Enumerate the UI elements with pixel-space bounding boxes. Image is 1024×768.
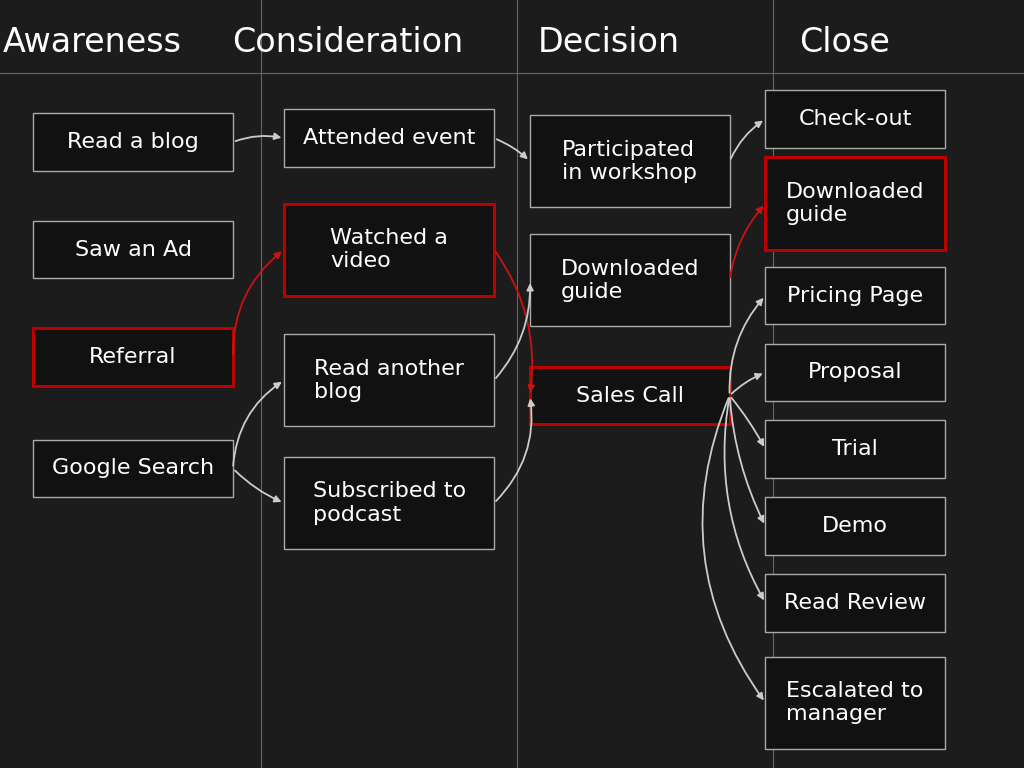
- FancyBboxPatch shape: [530, 234, 729, 326]
- Text: Attended event: Attended event: [303, 128, 475, 148]
- Text: Downloaded
guide: Downloaded guide: [560, 259, 699, 302]
- Text: Close: Close: [800, 26, 890, 58]
- FancyBboxPatch shape: [765, 498, 944, 554]
- FancyBboxPatch shape: [285, 204, 495, 296]
- Text: Proposal: Proposal: [808, 362, 902, 382]
- Text: Saw an Ad: Saw an Ad: [75, 240, 191, 260]
- Text: Read another
blog: Read another blog: [314, 359, 464, 402]
- Text: Escalated to
manager: Escalated to manager: [786, 681, 924, 724]
- Text: Sales Call: Sales Call: [575, 386, 684, 406]
- Text: Read a blog: Read a blog: [68, 132, 199, 152]
- FancyBboxPatch shape: [285, 457, 495, 549]
- Text: Awareness: Awareness: [3, 26, 181, 58]
- FancyBboxPatch shape: [33, 114, 233, 171]
- Text: Participated
in workshop: Participated in workshop: [562, 140, 697, 183]
- Text: Pricing Page: Pricing Page: [787, 286, 923, 306]
- Text: Trial: Trial: [833, 439, 878, 459]
- Text: Consideration: Consideration: [232, 26, 464, 58]
- Text: Read Review: Read Review: [784, 593, 926, 613]
- Text: Subscribed to
podcast: Subscribed to podcast: [312, 482, 466, 525]
- Text: Watched a
video: Watched a video: [330, 228, 449, 271]
- FancyBboxPatch shape: [765, 344, 944, 401]
- Text: Decision: Decision: [539, 26, 680, 58]
- FancyBboxPatch shape: [285, 334, 495, 426]
- FancyBboxPatch shape: [33, 329, 233, 386]
- Text: Referral: Referral: [89, 347, 177, 367]
- Text: Downloaded
guide: Downloaded guide: [785, 182, 925, 225]
- FancyBboxPatch shape: [530, 367, 729, 424]
- FancyBboxPatch shape: [530, 115, 729, 207]
- Text: Demo: Demo: [822, 516, 888, 536]
- Text: Check-out: Check-out: [799, 109, 911, 129]
- FancyBboxPatch shape: [765, 574, 944, 631]
- FancyBboxPatch shape: [33, 439, 233, 498]
- FancyBboxPatch shape: [765, 657, 944, 749]
- FancyBboxPatch shape: [765, 91, 944, 148]
- FancyBboxPatch shape: [765, 267, 944, 325]
- FancyBboxPatch shape: [33, 221, 233, 279]
- FancyBboxPatch shape: [765, 157, 944, 250]
- FancyBboxPatch shape: [285, 110, 495, 167]
- FancyBboxPatch shape: [765, 421, 944, 478]
- Text: Google Search: Google Search: [52, 458, 214, 478]
